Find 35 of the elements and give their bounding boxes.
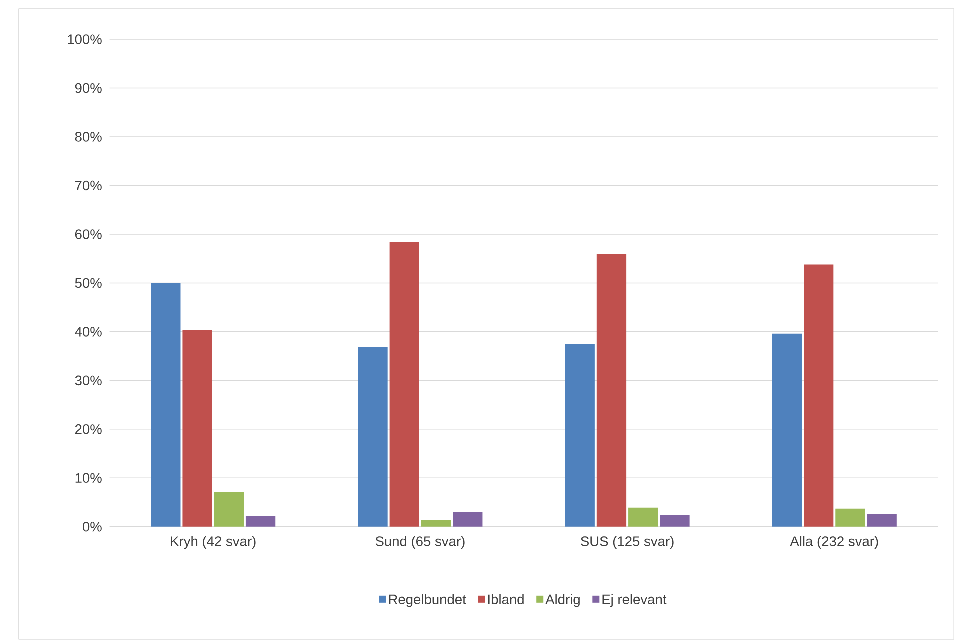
bar	[390, 242, 420, 528]
bar	[565, 344, 595, 528]
x-tick-label: SUS (125 svar)	[581, 536, 674, 550]
x-tick-label: Kryh (42 svar)	[171, 536, 256, 550]
bar	[358, 347, 388, 528]
bar	[836, 509, 866, 528]
bar	[867, 514, 897, 528]
legend-label: Regelbundet	[389, 594, 466, 608]
bar	[453, 512, 483, 528]
bar	[421, 520, 452, 528]
bar	[660, 515, 690, 528]
bar	[628, 508, 658, 528]
y-tick-label: 60%	[75, 230, 102, 240]
y-tick-label: 80%	[75, 132, 102, 142]
bar	[804, 264, 834, 528]
bar	[151, 283, 181, 528]
y-tick-label: 70%	[76, 181, 102, 191]
x-tick-label: Sund (65 svar)	[376, 536, 465, 550]
legend-label: Ibland	[488, 594, 524, 605]
y-tick-label: 0%	[83, 522, 102, 532]
y-tick-label: 30%	[75, 376, 102, 386]
bar	[182, 330, 212, 528]
bar	[246, 516, 276, 528]
y-tick-label: 10%	[76, 473, 102, 484]
y-tick-label: 50%	[75, 278, 102, 288]
bar	[596, 254, 627, 528]
legend-label: Ej relevant	[602, 594, 667, 608]
y-tick-label: 90%	[75, 84, 102, 94]
y-tick-label: 20%	[75, 424, 102, 435]
bar	[772, 334, 802, 528]
legend-label: Aldrig	[546, 594, 580, 608]
x-tick-label: Alla (232 svar)	[790, 536, 878, 550]
y-tick-label: 100%	[68, 34, 102, 45]
y-tick-label: 40%	[75, 327, 102, 338]
bar	[214, 492, 244, 528]
